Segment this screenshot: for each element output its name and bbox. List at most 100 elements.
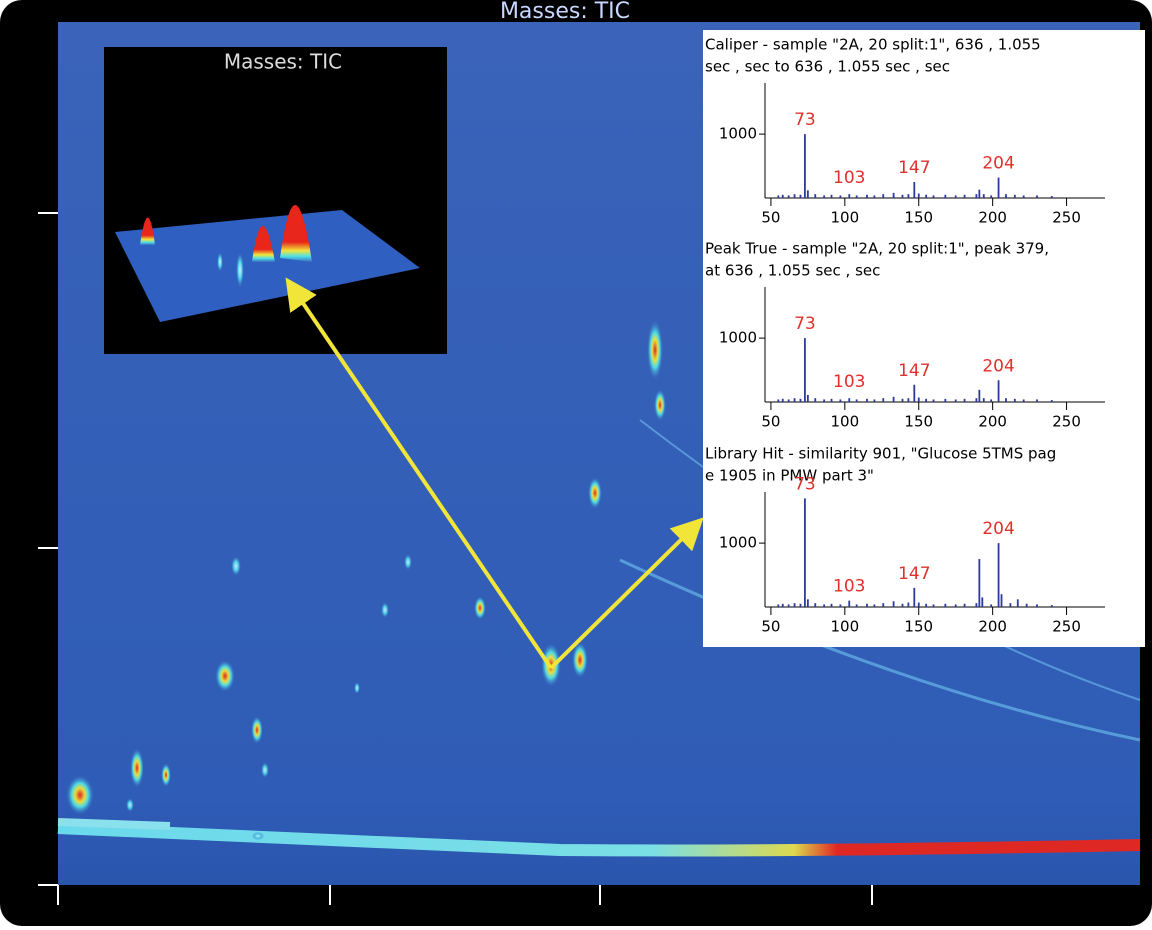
x-tick-label: 50: [761, 209, 780, 227]
spectrum-bar: [975, 398, 978, 402]
spectrum-bar: [1036, 195, 1038, 198]
x-tick-label: 250: [1052, 413, 1081, 431]
spectrum-bar: [866, 398, 868, 402]
peak-spot: [251, 716, 263, 744]
spectrum-bar: [848, 194, 851, 198]
spectrum-bar: [892, 396, 895, 402]
spectrum-subtitle: sec , sec to 636 , 1.055 sec , sec: [705, 58, 950, 76]
spectrum-bar: [975, 603, 978, 607]
spectrum-bar: [901, 194, 904, 198]
spectrum-bar: [997, 380, 1000, 402]
inset-title: Masses: TIC: [224, 50, 342, 74]
peak-spot: [66, 775, 94, 815]
streak: [57, 818, 171, 830]
spectrum-bar: [1000, 594, 1003, 607]
peak-label: 147: [898, 564, 930, 584]
peak-spot: [572, 642, 588, 678]
spectrum-bar: [882, 603, 885, 607]
x-tick-label: 50: [761, 413, 780, 431]
spectrum-bar: [917, 397, 920, 402]
spectrum-bar: [913, 587, 916, 607]
spectrum-bar: [932, 604, 935, 607]
spectrum-bar: [793, 194, 796, 198]
spectrum-subtitle: e 1905 in PMW part 3": [705, 467, 874, 485]
spectrum-bar: [1022, 399, 1025, 402]
peak-spot: [130, 748, 144, 788]
spectrum-bar: [1050, 196, 1053, 198]
spectrum-bar: [873, 604, 876, 607]
spectrum-bar: [1036, 399, 1038, 402]
peak-label: 103: [833, 577, 865, 597]
spectrum-bar: [781, 603, 784, 607]
streak: [619, 558, 1141, 742]
spectrum-bar: [1013, 194, 1016, 198]
spectrum-bar: [781, 398, 784, 402]
spectrum-bar: [777, 399, 780, 402]
spectrum-bar: [781, 194, 784, 198]
x-tick-label: 250: [1052, 209, 1081, 227]
spectrum-bar: [830, 194, 833, 198]
spectrum-bar: [907, 194, 910, 198]
peak-spot: [647, 320, 663, 380]
peak-spot: [654, 389, 666, 421]
spectrum-bar: [804, 338, 806, 402]
spectrum-bar: [901, 603, 904, 607]
peak-spot: [588, 477, 602, 509]
spectrum-bar: [806, 190, 809, 198]
peak-label: 103: [833, 372, 865, 392]
spectrum-bar: [777, 604, 780, 607]
peak-spot: [126, 798, 134, 812]
spectrum-bar: [882, 398, 885, 402]
surface-peak: [140, 217, 155, 245]
spectrum-bar: [1005, 194, 1007, 198]
peak-label: 204: [982, 519, 1014, 539]
main-axes: [38, 212, 873, 905]
peak-spot: [231, 556, 241, 576]
peak-spot: [252, 832, 264, 840]
spectrum-bar: [806, 599, 809, 607]
spectrum-title: Caliper - sample "2A, 20 split:1", 636 ,…: [705, 36, 1041, 54]
spectrum-bar: [814, 603, 817, 607]
spectrum-bar: [963, 603, 966, 607]
spectrum-bar: [1050, 605, 1053, 607]
spectrum-bar: [978, 189, 981, 198]
spectrum-bar: [855, 604, 858, 607]
spectrum-bar: [982, 398, 985, 402]
peak-spot: [404, 554, 412, 570]
spectrum-bar: [917, 602, 920, 607]
spectrum-bar: [1005, 398, 1007, 402]
spectrum-bar: [907, 398, 910, 402]
spectrum-bar: [954, 399, 957, 402]
peak-label: 204: [982, 154, 1014, 174]
spectrum-bar: [990, 399, 993, 402]
x-tick-label: 100: [831, 618, 860, 636]
main-title: Masses: TIC: [500, 0, 630, 24]
peak-spot: [381, 602, 389, 618]
peak-spot: [261, 762, 269, 778]
spectrum-bar: [839, 195, 842, 198]
spectrum-bar: [823, 195, 826, 198]
spectrum-bar: [954, 604, 957, 607]
spectrum-bar: [866, 603, 868, 607]
x-tick-label: 150: [904, 618, 933, 636]
spectrum-bar: [1022, 195, 1025, 198]
y-tick-label: 1000: [719, 125, 757, 143]
spectrum-bar: [873, 399, 876, 402]
spectrum-bar: [917, 193, 920, 198]
peak-spot: [215, 660, 235, 692]
spectrum-title: Library Hit - similarity 901, "Glucose 5…: [705, 445, 1056, 463]
x-tick-label: 150: [904, 413, 933, 431]
spectrum-bar: [793, 603, 796, 607]
peak-label: 73: [794, 110, 816, 130]
spectrum-bar: [848, 398, 851, 402]
spectra-panel: [703, 30, 1145, 647]
spectrum-bar: [932, 195, 935, 198]
peak-label: 147: [898, 361, 930, 381]
spectrum-bar: [787, 195, 790, 198]
spectrum-bar: [913, 384, 916, 402]
spectrum-bar: [855, 195, 858, 198]
x-tick-label: 150: [904, 209, 933, 227]
spectrum-bar: [944, 194, 947, 198]
spectrum-bar: [963, 398, 966, 402]
